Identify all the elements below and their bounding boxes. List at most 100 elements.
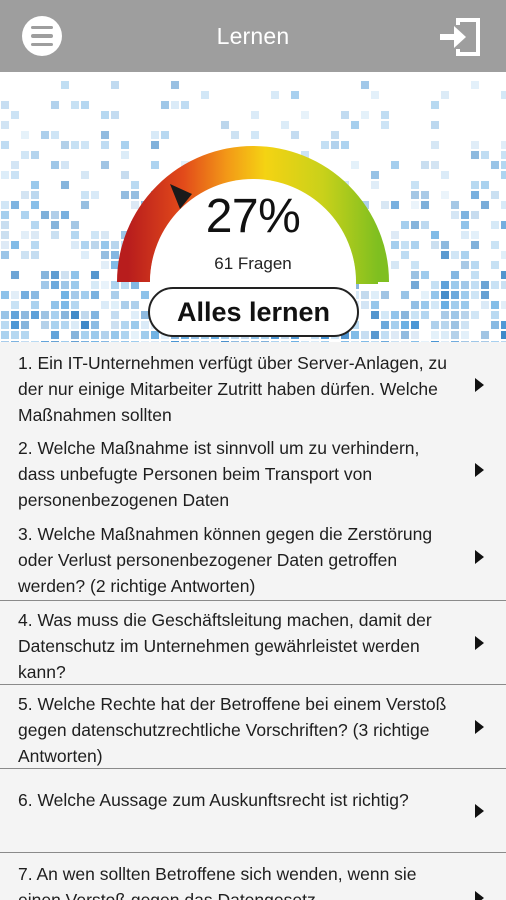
mosaic-tile (401, 291, 409, 299)
list-item[interactable]: 2. Welche Maßnahme ist sinnvoll um zu ve… (0, 427, 506, 513)
list-item[interactable]: 4. Was muss die Geschäftsleitung machen,… (0, 601, 506, 685)
mosaic-tile (71, 311, 79, 319)
mosaic-tile (81, 291, 89, 299)
mosaic-tile (101, 161, 109, 169)
mosaic-tile (51, 301, 59, 309)
mosaic-tile (461, 261, 469, 269)
mosaic-tile (21, 311, 29, 319)
mosaic-tile (471, 151, 479, 159)
mosaic-tile (471, 281, 479, 289)
mosaic-tile (441, 171, 449, 179)
mosaic-tile (451, 291, 459, 299)
mosaic-tile (461, 231, 469, 239)
list-item[interactable]: 3. Welche Maßnahmen können gegen die Zer… (0, 513, 506, 601)
mosaic-tile (51, 221, 59, 229)
mosaic-tile (361, 111, 369, 119)
mosaic-tile (31, 301, 39, 309)
mosaic-tile (371, 331, 379, 339)
mosaic-tile (401, 251, 409, 259)
mosaic-tile (411, 221, 419, 229)
mosaic-tile (11, 341, 19, 342)
mosaic-tile (461, 211, 469, 219)
mosaic-tile (411, 281, 419, 289)
mosaic-tile (61, 211, 69, 219)
mosaic-tile (71, 281, 79, 289)
mosaic-tile (481, 181, 489, 189)
mosaic-tile (151, 141, 159, 149)
mosaic-tile (71, 341, 79, 342)
mosaic-tile (371, 301, 379, 309)
mosaic-tile (1, 241, 9, 249)
list-item[interactable]: 1. Ein IT-Unternehmen verfügt über Serve… (0, 342, 506, 427)
mosaic-tile (451, 331, 459, 339)
mosaic-tile (441, 241, 449, 249)
mosaic-tile (111, 301, 119, 309)
list-item[interactable]: 6. Welche Aussage zum Auskunftsrecht ist… (0, 769, 506, 853)
mosaic-tile (421, 341, 429, 342)
mosaic-tile (31, 341, 39, 342)
mosaic-tile (431, 161, 439, 169)
chevron-right-icon (475, 719, 484, 734)
mosaic-tile (471, 291, 479, 299)
list-item[interactable]: 7. An wen sollten Betroffene sich wenden… (0, 853, 506, 900)
mosaic-tile (471, 81, 479, 89)
mosaic-tile (81, 331, 89, 339)
mosaic-tile (121, 331, 129, 339)
mosaic-tile (11, 291, 19, 299)
mosaic-tile (391, 231, 399, 239)
mosaic-tile (111, 81, 119, 89)
progress-hero: 27% 61 Fragen Alles lernen (0, 72, 506, 342)
mosaic-tile (361, 331, 369, 339)
mosaic-tile (11, 171, 19, 179)
mosaic-tile (431, 321, 439, 329)
mosaic-tile (501, 321, 506, 329)
mosaic-tile (121, 231, 129, 239)
mosaic-tile (61, 271, 69, 279)
mosaic-tile (411, 311, 419, 319)
mosaic-tile (61, 181, 69, 189)
mosaic-tile (61, 301, 69, 309)
mosaic-tile (421, 271, 429, 279)
mosaic-tile (101, 261, 109, 269)
mosaic-tile (21, 131, 29, 139)
mosaic-tile (171, 341, 179, 342)
mosaic-tile (391, 331, 399, 339)
question-text: 7. An wen sollten Betroffene sich wenden… (18, 864, 417, 900)
logout-door-icon[interactable] (436, 14, 486, 60)
mosaic-tile (201, 91, 209, 99)
mosaic-tile (71, 271, 79, 279)
mosaic-tile (381, 201, 389, 209)
mosaic-tile (351, 341, 359, 342)
mosaic-tile (481, 331, 489, 339)
learn-all-button[interactable]: Alles lernen (148, 287, 359, 337)
mosaic-tile (121, 301, 129, 309)
mosaic-tile (141, 321, 149, 329)
mosaic-tile (251, 111, 259, 119)
mosaic-tile (331, 131, 339, 139)
mosaic-tile (131, 301, 139, 309)
hamburger-menu-icon[interactable] (22, 16, 62, 56)
mosaic-tile (91, 281, 99, 289)
list-item[interactable]: 5. Welche Rechte hat der Betroffene bei … (0, 685, 506, 769)
mosaic-tile (381, 321, 389, 329)
mosaic-tile (41, 341, 49, 342)
mosaic-tile (341, 111, 349, 119)
mosaic-tile (491, 241, 499, 249)
mosaic-tile (1, 251, 9, 259)
mosaic-tile (101, 111, 109, 119)
mosaic-tile (111, 291, 119, 299)
mosaic-tile (301, 151, 309, 159)
mosaic-tile (471, 181, 479, 189)
mosaic-tile (411, 241, 419, 249)
mosaic-tile (81, 101, 89, 109)
mosaic-tile (501, 251, 506, 259)
mosaic-tile (291, 341, 299, 342)
mosaic-tile (491, 321, 499, 329)
mosaic-tile (451, 301, 459, 309)
mosaic-tile (421, 161, 429, 169)
question-text: 2. Welche Maßnahme ist sinnvoll um zu ve… (18, 438, 420, 510)
mosaic-tile (271, 341, 279, 342)
mosaic-tile (121, 141, 129, 149)
mosaic-tile (71, 221, 79, 229)
mosaic-tile (101, 281, 109, 289)
